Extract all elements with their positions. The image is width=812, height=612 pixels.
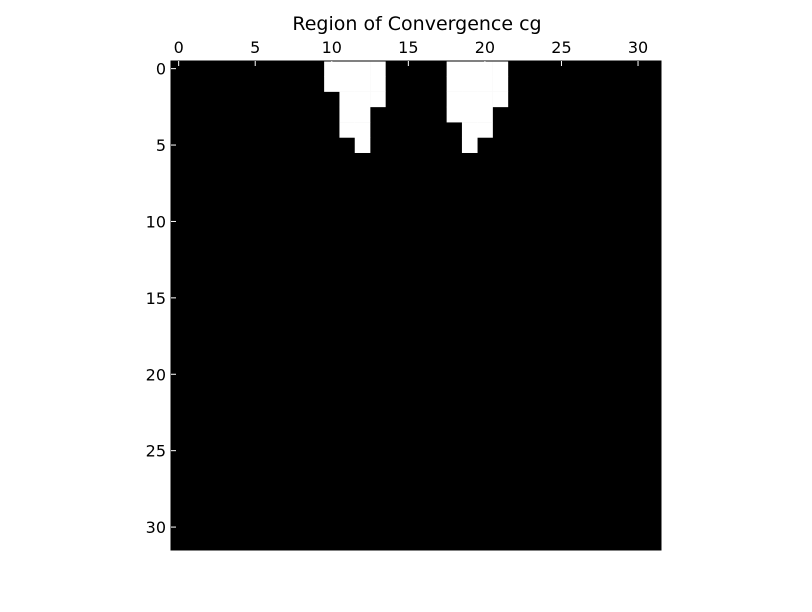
heatmap-cell xyxy=(370,91,386,108)
heatmap-cell xyxy=(354,76,371,92)
heatmap-cell xyxy=(339,106,356,123)
heatmap-cell xyxy=(492,91,509,108)
y-tick-label: 30 xyxy=(146,518,166,537)
heatmap-cell xyxy=(477,91,493,108)
heatmap-cells xyxy=(324,61,509,153)
plot-frame xyxy=(170,60,662,551)
y-tick-label: 0 xyxy=(156,60,166,79)
heatmap-cell xyxy=(477,122,493,138)
heatmap-cell xyxy=(446,61,463,77)
x-tick-label: 20 xyxy=(475,38,495,57)
y-tick-label: 20 xyxy=(146,365,166,384)
heatmap-cell xyxy=(370,61,386,77)
heatmap-cell xyxy=(446,106,463,123)
heatmap-cell xyxy=(477,76,493,92)
heatmap-cell xyxy=(354,137,371,153)
heatmap-cell xyxy=(339,61,356,77)
x-tick-label: 15 xyxy=(398,38,418,57)
heatmap-cell xyxy=(324,76,340,92)
heatmap-cell xyxy=(461,122,478,138)
heatmap-cell xyxy=(446,91,463,108)
heatmap-cell xyxy=(370,76,386,92)
heatmap-cell xyxy=(461,91,478,108)
heatmap-cell xyxy=(354,61,371,77)
x-tick-label: 25 xyxy=(551,38,571,57)
y-tick-label: 10 xyxy=(146,212,166,231)
heatmap-background xyxy=(171,61,661,550)
x-tick-label: 30 xyxy=(628,38,648,57)
heatmap-cell xyxy=(339,122,356,138)
heatmap-cell xyxy=(477,106,493,123)
y-tick-label: 25 xyxy=(146,442,166,461)
heatmap-cell xyxy=(354,122,371,138)
heatmap-cell xyxy=(461,106,478,123)
heatmap-cell xyxy=(492,61,509,77)
heatmap-cell xyxy=(446,76,463,92)
heatmap-cell xyxy=(461,137,478,153)
heatmap-cell xyxy=(339,76,356,92)
heatmap-cell xyxy=(354,106,371,123)
y-axis: 0 5 10 15 20 25 30 xyxy=(146,60,176,537)
heatmap-cell xyxy=(477,61,493,77)
heatmap-cell xyxy=(461,76,478,92)
chart-title: Region of Convergence cg xyxy=(292,13,541,35)
y-tick-label: 15 xyxy=(146,289,166,308)
x-tick-label: 5 xyxy=(250,38,260,57)
x-tick-label: 10 xyxy=(322,38,342,57)
heatmap-cell xyxy=(324,61,340,77)
x-axis: 0 5 10 15 20 25 30 xyxy=(174,38,648,66)
y-tick-label: 5 xyxy=(156,136,166,155)
heatmap-cell xyxy=(354,91,371,108)
heatmap-cell xyxy=(461,61,478,77)
x-tick-label: 0 xyxy=(174,38,184,57)
heatmap-cell xyxy=(492,76,509,92)
heatmap-cell xyxy=(339,91,356,108)
